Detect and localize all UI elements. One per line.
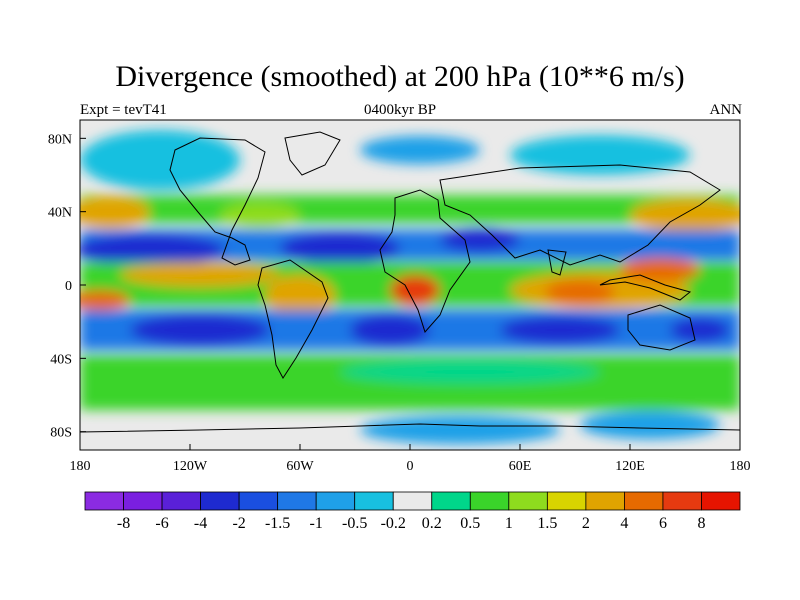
colorbar-label: -1.5 xyxy=(265,515,290,532)
x-tick-label: 60E xyxy=(509,459,532,474)
coastlines xyxy=(80,131,740,433)
divergence-field xyxy=(80,120,740,450)
coastline-eurasia xyxy=(439,164,721,266)
colorbar-label: -1 xyxy=(310,515,323,532)
coastline-maritime-continent xyxy=(599,274,692,301)
x-tick-label: 120E xyxy=(615,459,645,474)
coastline-north-america xyxy=(169,137,266,266)
plot-title: Divergence (smoothed) at 200 hPa (10**6 … xyxy=(115,60,685,93)
colorbar-swatch xyxy=(701,491,741,511)
colorbar-swatch xyxy=(624,491,664,511)
colorbar-label: 4 xyxy=(620,515,628,532)
coastline-europe-africa xyxy=(379,189,471,333)
colorbar-swatch xyxy=(123,491,163,511)
colorbar-swatch xyxy=(392,491,433,511)
x-tick-label: 180 xyxy=(730,459,751,474)
colorbar-swatch xyxy=(508,491,548,511)
colorbar-swatch xyxy=(84,491,124,511)
y-tick-label: 0 xyxy=(65,279,72,294)
y-tick-label: 40N xyxy=(48,206,72,221)
colorbar-label: 6 xyxy=(659,515,667,532)
season-label: ANN xyxy=(709,102,743,118)
coastline-greenland xyxy=(284,131,341,176)
y-tick-label: 80N xyxy=(48,132,72,147)
colorbar-swatch xyxy=(277,491,317,511)
colorbar-label: -6 xyxy=(155,515,168,532)
y-axis: 80N 40N 0 40S 80S xyxy=(48,132,86,441)
colorbar-swatch xyxy=(469,491,510,511)
time-label: 0400kyr BP xyxy=(363,102,437,118)
x-tick-label: 120W xyxy=(173,459,208,474)
colorbar-label: -2 xyxy=(232,515,245,532)
x-tick-label: 0 xyxy=(407,459,414,474)
coastline-south-america xyxy=(257,259,329,379)
colorbar-label: 1 xyxy=(505,515,513,532)
colorbar-swatch xyxy=(585,491,625,511)
experiment-label: Expt = tevT41 xyxy=(80,102,167,118)
coastline-antarctica xyxy=(80,423,740,433)
colorbar-label: 2 xyxy=(582,515,590,532)
colorbar-label: -4 xyxy=(194,515,207,532)
y-tick-label: 80S xyxy=(50,426,72,441)
colorbar-swatch xyxy=(431,491,471,511)
colorbar-label: -0.2 xyxy=(381,515,406,532)
colorbar-label: -8 xyxy=(117,515,130,532)
x-tick-label: 60W xyxy=(286,459,314,474)
colorbar-swatch xyxy=(161,491,201,511)
coastline-india xyxy=(547,249,567,276)
colorbar-swatch xyxy=(238,491,279,511)
colorbar-label: 8 xyxy=(697,515,705,532)
x-axis: 180 120W 60W 0 60E 120E 180 xyxy=(70,444,751,474)
colorbar-swatch xyxy=(546,491,587,511)
colorbar-label: 1.5 xyxy=(537,515,557,532)
x-tick-label: 180 xyxy=(70,459,91,474)
y-tick-label: 40S xyxy=(50,352,72,367)
colorbar-label: 0.2 xyxy=(422,515,442,532)
colorbar-swatch xyxy=(662,491,702,511)
coastline-australia xyxy=(627,304,696,351)
colorbar-swatch xyxy=(200,491,240,511)
colorbar: -8 -6 -4 -2 -1.5 -1 -0.5 -0.2 0.2 0.5 1 1.5 2 4 6 8 xyxy=(84,491,741,532)
colorbar-label: 0.5 xyxy=(460,515,480,532)
colorbar-label: -0.5 xyxy=(342,515,367,532)
colorbar-swatch xyxy=(354,491,394,511)
colorbar-swatch xyxy=(315,491,356,511)
